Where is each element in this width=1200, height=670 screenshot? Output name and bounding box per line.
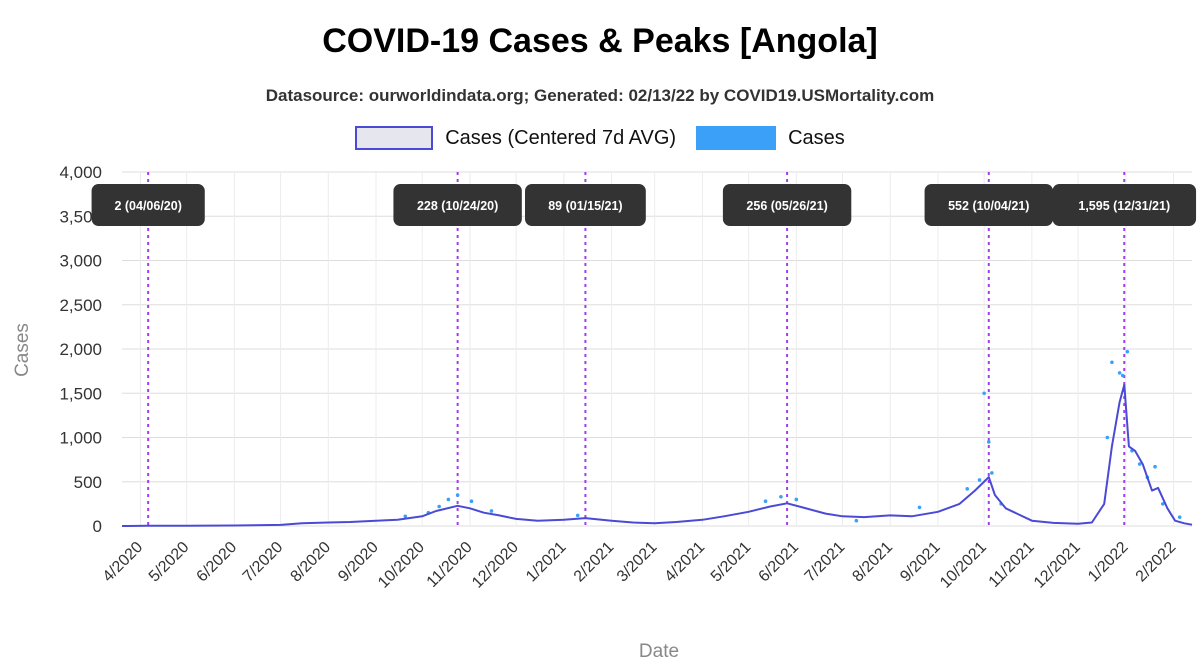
x-tick-label: 11/2020 [424, 539, 476, 591]
case-point [779, 494, 783, 499]
case-point [986, 440, 991, 444]
peak-label: 89 (01/15/21) [548, 199, 622, 213]
legend-swatch-cases [696, 126, 777, 150]
peak-label-box [525, 184, 646, 226]
case-point [1160, 502, 1165, 506]
x-tick-label: 8/2020 [288, 539, 335, 586]
legend-swatch-avg [355, 126, 434, 150]
x-tick-label: 12/2020 [469, 539, 522, 592]
y-tick-label: 2,500 [59, 296, 102, 315]
case-point [575, 513, 580, 518]
case-point [437, 504, 441, 509]
peak-label: 256 (05/26/21) [746, 199, 827, 213]
x-tick-label: 7/2020 [240, 539, 287, 586]
peak-label-box [393, 184, 522, 226]
x-tick-label: 9/2020 [335, 539, 382, 586]
peak-label: 1,595 (12/31/21) [1078, 199, 1170, 213]
cases-scatter [403, 349, 1182, 523]
y-tick-label: 3,000 [59, 252, 102, 271]
chart-subtitle: Datasource: ourworldindata.org; Generate… [265, 86, 935, 105]
case-point [455, 493, 460, 497]
grid [122, 171, 1192, 527]
case-point [990, 471, 994, 475]
y-axis: 0 500 1,000 1,500 2,000 2,500 3,000 3,500 4,000 [59, 163, 102, 536]
case-point [854, 518, 859, 523]
y-tick-label: 4,000 [59, 163, 102, 182]
case-point [403, 514, 408, 519]
x-axis-title: Date [639, 641, 679, 662]
x-tick-label: 1/2022 [1085, 539, 1132, 586]
peak-label: 552 (10/04/21) [948, 199, 1029, 213]
x-tick-label: 8/2021 [849, 539, 896, 586]
legend: Cases (Centered 7d AVG) Cases [0, 126, 1200, 150]
legend-item-avg: Cases (Centered 7d AVG) [355, 126, 676, 150]
x-tick-label: 10/2021 [937, 539, 990, 592]
avg-line [121, 383, 1193, 527]
case-point [469, 499, 474, 504]
x-tick-label: 9/2021 [897, 539, 944, 586]
x-tick-label: 4/2021 [662, 539, 709, 586]
y-tick-label: 1,000 [59, 429, 102, 448]
case-point [1137, 462, 1142, 466]
y-tick-label: 1,500 [59, 384, 102, 403]
case-point [965, 487, 970, 491]
case-point [446, 497, 451, 502]
x-tick-label: 4/2020 [100, 539, 147, 586]
case-point [1177, 515, 1182, 519]
peak-labels: 2 (04/06/20) 228 (10/24/20) 89 (01/15/21) 2… [91, 184, 1197, 226]
peak-label-box [91, 184, 205, 226]
peak-label: 228 (10/24/20) [417, 199, 498, 213]
legend-item-cases: Cases [696, 126, 845, 150]
x-tick-label: 5/2021 [708, 539, 755, 586]
peak-lines [147, 172, 1126, 526]
case-point [489, 509, 494, 513]
x-tick-label: 10/2020 [375, 539, 428, 592]
x-tick-label: 3/2021 [614, 539, 661, 586]
case-point [1120, 373, 1125, 378]
chart-title: COVID-19 Cases & Peaks [Angola] [322, 22, 878, 60]
case-point [763, 499, 768, 504]
case-point [1117, 371, 1122, 375]
case-point [982, 391, 986, 396]
x-axis: 4/2020 5/2020 6/2020 7/2020 8/2020 9/202010/2… [100, 539, 1180, 592]
case-point [1153, 464, 1157, 469]
x-tick-label: 11/2021 [986, 539, 1038, 591]
y-tick-label: 2,000 [59, 340, 102, 359]
legend-label-avg: Cases (Centered 7d AVG) [445, 126, 677, 149]
x-tick-label: 2/2021 [571, 539, 618, 586]
avg-line-group [121, 383, 1193, 527]
peak-label-box [722, 184, 852, 226]
case-point [794, 497, 799, 502]
x-tick-label: 6/2020 [194, 539, 241, 586]
peak-label-box [924, 184, 1053, 226]
y-tick-label: 500 [74, 473, 102, 492]
x-tick-label: 7/2021 [802, 539, 849, 586]
case-point [917, 505, 922, 510]
y-tick-label: 3,500 [59, 207, 102, 226]
peak-label-box [1052, 184, 1197, 226]
y-tick-label: 0 [93, 517, 102, 536]
x-tick-label: 5/2020 [146, 539, 193, 586]
case-point [1125, 349, 1130, 354]
case-point [1105, 435, 1110, 440]
legend-label-cases: Cases [788, 126, 845, 149]
x-tick-label: 6/2021 [756, 539, 803, 586]
x-tick-label: 2/2022 [1133, 539, 1180, 586]
peak-label: 2 (04/06/20) [114, 199, 181, 213]
y-axis-title: Cases [12, 323, 33, 377]
case-point [977, 478, 982, 482]
x-tick-label: 12/2021 [1031, 539, 1084, 592]
x-tick-label: 1/2021 [523, 539, 570, 586]
case-point [1110, 360, 1114, 365]
